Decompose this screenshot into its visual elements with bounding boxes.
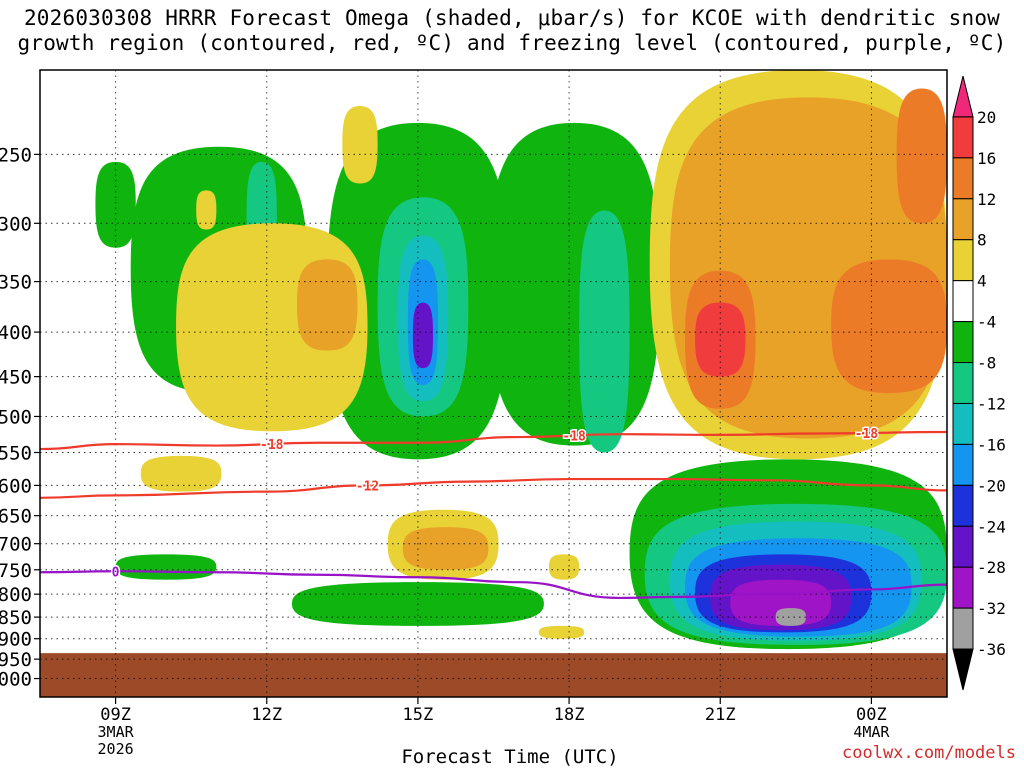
omega-shading — [95, 70, 947, 650]
y-tick-label-850: 850 — [0, 607, 32, 629]
y-tick-label-300: 300 — [0, 213, 32, 235]
omega-region-pos12-34 — [831, 259, 947, 394]
omega-region-pos12-35 — [896, 88, 947, 224]
contour-label--18-0: -18 — [260, 438, 284, 453]
y-tick-label-550: 550 — [0, 443, 32, 465]
colorbar-band-7 — [952, 362, 974, 404]
omega-region-neg4-1 — [488, 122, 660, 446]
contour-label-0-0: 0 — [112, 565, 120, 580]
colorbar-band-12 — [952, 566, 974, 609]
colorbar-top-triangle — [952, 75, 974, 118]
colorbar-bottom-triangle — [952, 648, 974, 691]
credit-link[interactable]: coolwx.com/models — [842, 743, 1016, 763]
colorbar-band-9 — [952, 443, 974, 486]
omega-region-pos4-26 — [196, 190, 217, 230]
contour-line-freezing-level — [40, 570, 947, 600]
y-tick-label-450: 450 — [0, 367, 32, 389]
contour-line-dgz-12 — [40, 477, 947, 499]
contour-lines: -18 -18 -18 -12 0 — [40, 425, 947, 600]
x-axis-label: Forecast Time (UTC) — [401, 746, 619, 768]
chart-title: 2026030308 HRRR Forecast Omega (shaded, … — [0, 6, 1024, 56]
colorbar-label--20: -20 — [977, 476, 1006, 495]
omega-region-pos4-27 — [548, 554, 580, 580]
omega-region-pos4-28 — [538, 625, 585, 639]
x-tick-label-00Z-0: 00Z — [856, 705, 887, 725]
y-axis: 2503003504004505005506006507007508008509… — [0, 144, 40, 691]
omega-region-neg4-6 — [95, 161, 136, 248]
plot-border — [39, 69, 948, 698]
x-tick-label-21Z-0: 21Z — [705, 705, 736, 725]
colorbar-label-20: 20 — [977, 108, 996, 127]
omega-region-neg28-19 — [730, 579, 832, 626]
grid-lines — [40, 70, 947, 697]
y-tick-label-500: 500 — [0, 406, 32, 428]
ground-region — [40, 653, 947, 697]
colorbar-label--8: -8 — [977, 354, 996, 373]
omega-region-pos4-25 — [342, 106, 378, 184]
colorbar-label-16: 16 — [977, 149, 996, 168]
colorbar-label--36: -36 — [977, 640, 1006, 659]
x-tick-label-18Z-0: 18Z — [554, 705, 585, 725]
omega-region-neg24-17 — [412, 302, 434, 369]
colorbar-label--24: -24 — [977, 517, 1006, 536]
omega-region-neg32-20 — [775, 608, 806, 626]
plot-frame — [39, 69, 948, 698]
y-tick-label-950: 950 — [0, 649, 32, 671]
x-tick-label-09Z-2: 2026 — [98, 740, 134, 758]
colorbar-label--32: -32 — [977, 599, 1006, 618]
x-tick-label-12Z-0: 12Z — [251, 705, 282, 725]
colorbar-label-12: 12 — [977, 190, 996, 209]
colorbar-band-10 — [952, 484, 974, 527]
contour-label--18-1: -18 — [562, 429, 586, 444]
ground-fill — [40, 653, 947, 697]
contour-label--18-2: -18 — [855, 427, 879, 442]
y-tick-label-750: 750 — [0, 560, 32, 582]
omega-region-pos4-24 — [140, 455, 222, 492]
y-tick-label-400: 400 — [0, 322, 32, 344]
colorbar-band-11 — [952, 525, 974, 568]
chart-title-line-2: growth region (contoured, red, ºC) and f… — [17, 31, 1007, 55]
y-tick-label-650: 650 — [0, 506, 32, 528]
y-tick-label-1000: 1000 — [0, 669, 32, 691]
y-tick-label-900: 900 — [0, 629, 32, 651]
colorbar-label--4: -4 — [977, 313, 996, 332]
colorbar-band-8 — [952, 402, 974, 445]
colorbar-label--16: -16 — [977, 435, 1006, 454]
y-tick-label-250: 250 — [0, 144, 32, 166]
x-tick-label-09Z-1: 3MAR — [98, 723, 135, 741]
colorbar-band-6 — [952, 321, 974, 364]
contour-line-dgz-18 — [40, 430, 947, 451]
colorbar-band-13 — [952, 607, 974, 650]
colorbar-band-3 — [952, 198, 974, 241]
omega-region-neg8-9 — [579, 210, 630, 453]
omega-region-neg4-4 — [115, 554, 217, 580]
y-tick-label-800: 800 — [0, 584, 32, 606]
colorbar-band-4 — [952, 239, 974, 282]
colorbar-label--28: -28 — [977, 558, 1006, 577]
x-tick-label-15Z-0: 15Z — [403, 705, 434, 725]
colorbar-label-4: 4 — [977, 272, 987, 291]
colorbar-label-8: 8 — [977, 231, 987, 250]
x-tick-label-09Z-0: 09Z — [100, 705, 131, 725]
omega-region-pos8-32 — [402, 527, 489, 570]
x-tick-label-00Z-1: 4MAR — [853, 723, 890, 741]
y-tick-label-700: 700 — [0, 534, 32, 556]
colorbar-band-1 — [952, 116, 974, 159]
colorbar: 20 16 12 8 4 -4 -8 -12 -16 -20 -24 -28 -32 -36 — [952, 75, 1006, 691]
contour-label--12-0: -12 — [356, 479, 379, 494]
colorbar-band-5 — [952, 280, 974, 323]
colorbar-band-2 — [952, 157, 974, 200]
y-tick-label-600: 600 — [0, 475, 32, 497]
chart-title-line-1: 2026030308 HRRR Forecast Omega (shaded, … — [23, 6, 1001, 30]
omega-region-pos8-31 — [296, 259, 358, 351]
colorbar-label--12: -12 — [977, 394, 1006, 413]
y-tick-label-350: 350 — [0, 272, 32, 294]
